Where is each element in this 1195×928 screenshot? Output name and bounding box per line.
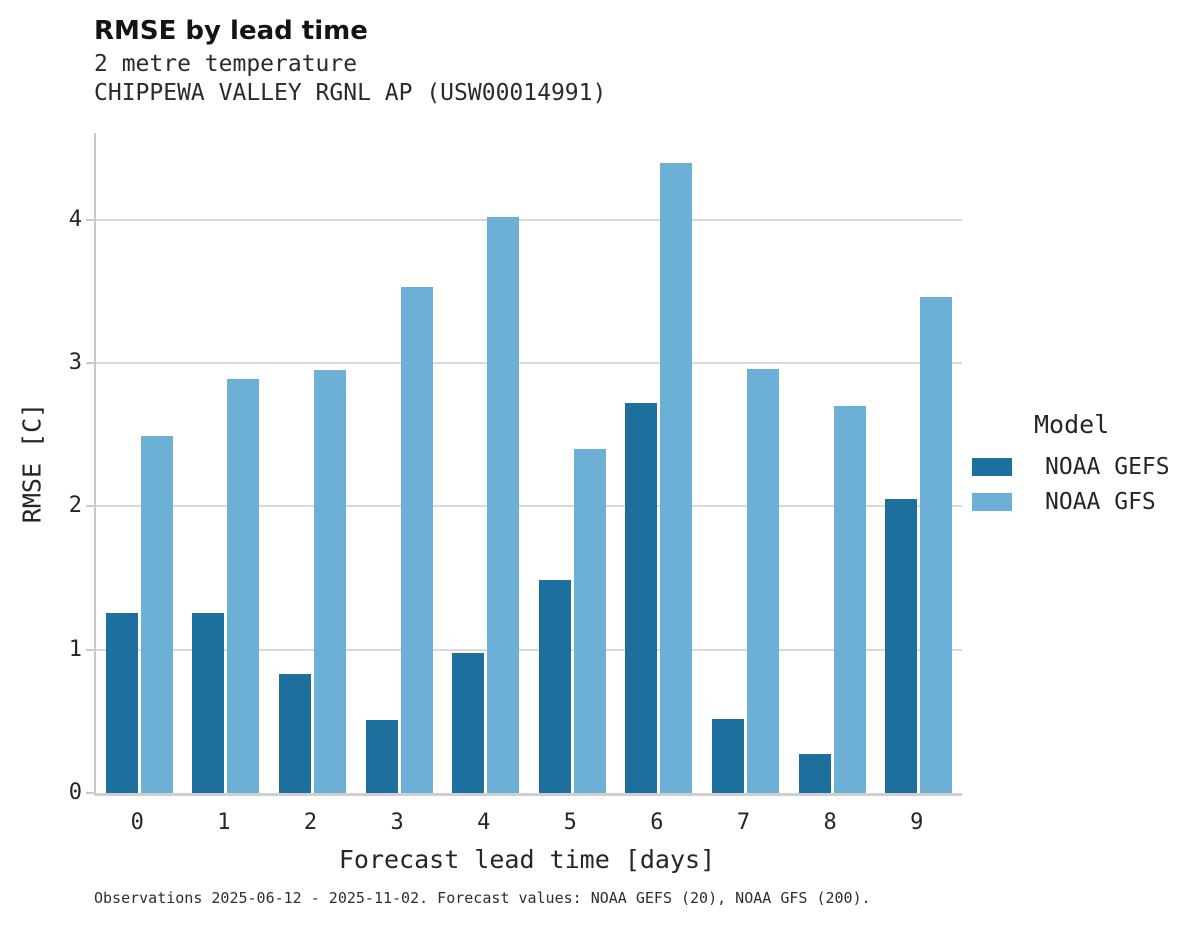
y-tick-label-1: 1 [68, 636, 82, 662]
y-tick-mark-2 [86, 505, 94, 508]
bar-noaa-gefs-lead-3 [365, 719, 398, 793]
bar-noaa-gfs-lead-2 [314, 370, 346, 793]
bar-noaa-gfs-lead-9 [920, 297, 953, 793]
bar-noaa-gefs-lead-7 [712, 718, 744, 793]
legend-entry: NOAA GFS [972, 484, 1170, 519]
bar-noaa-gfs-lead-1 [227, 378, 260, 793]
x-tick-label-5: 5 [563, 810, 577, 835]
gridline-y-4 [96, 218, 962, 221]
legend-label-noaa-gefs: NOAA GEFS [1045, 453, 1170, 480]
plot-area [86, 133, 962, 796]
bar-noaa-gefs-lead-9 [885, 499, 918, 793]
bar-noaa-gfs-lead-8 [833, 406, 866, 793]
gridline-y-3 [96, 362, 962, 365]
y-tick-label-3: 3 [68, 350, 82, 376]
x-tick-label-0: 0 [130, 810, 144, 835]
bar-noaa-gfs-lead-5 [573, 449, 606, 793]
legend-swatch-noaa-gfs [972, 492, 1012, 511]
bar-noaa-gefs-lead-1 [192, 612, 225, 793]
bar-noaa-gefs-lead-6 [625, 403, 658, 793]
x-axis-label: Forecast lead time [days] [338, 845, 716, 874]
y-tick-label-2: 2 [68, 493, 82, 519]
chart-subtitle-station: CHIPPEWA VALLEY RGNL AP (USW00014991) [94, 80, 607, 106]
y-tick-mark-4 [86, 218, 94, 221]
bar-noaa-gefs-lead-4 [452, 652, 485, 793]
bar-noaa-gfs-lead-0 [140, 436, 173, 793]
x-tick-label-6: 6 [650, 810, 664, 835]
bar-noaa-gefs-lead-0 [105, 612, 138, 793]
bar-noaa-gfs-lead-6 [660, 162, 693, 793]
bar-noaa-gfs-lead-7 [747, 368, 779, 793]
legend: Model NOAA GEFS NOAA GFS [972, 410, 1170, 519]
bar-noaa-gfs-lead-3 [400, 287, 433, 793]
bar-noaa-gefs-lead-5 [538, 579, 571, 793]
y-tick-mark-1 [86, 648, 94, 651]
x-tick-label-2: 2 [303, 810, 318, 835]
legend-label-noaa-gfs: NOAA GFS [1045, 488, 1156, 515]
footer-note: Observations 2025-06-12 - 2025-11-02. Fo… [94, 889, 871, 907]
chart-subtitle-variable: 2 metre temperature [94, 51, 358, 77]
legend-title: Model [1034, 410, 1110, 439]
legend-entry: NOAA GEFS [972, 449, 1170, 484]
x-tick-label-9: 9 [910, 810, 924, 835]
x-tick-label-1: 1 [217, 810, 231, 835]
bar-noaa-gfs-lead-4 [487, 217, 520, 793]
bar-noaa-gefs-lead-2 [279, 674, 311, 793]
y-tick-label-4: 4 [68, 206, 82, 232]
x-tick-label-8: 8 [823, 810, 837, 835]
y-tick-label-0: 0 [68, 780, 82, 805]
x-tick-label-4: 4 [477, 810, 491, 835]
legend-swatch-noaa-gefs [972, 457, 1012, 476]
x-tick-label-7: 7 [736, 810, 751, 835]
y-tick-mark-3 [86, 362, 94, 365]
gridline-y-2 [96, 505, 962, 508]
y-tick-mark-0 [86, 792, 94, 794]
x-tick-label-3: 3 [390, 810, 404, 835]
gridline-y-1 [96, 648, 962, 651]
chart-title: RMSE by lead time [94, 16, 368, 46]
bar-noaa-gefs-lead-8 [798, 754, 831, 793]
